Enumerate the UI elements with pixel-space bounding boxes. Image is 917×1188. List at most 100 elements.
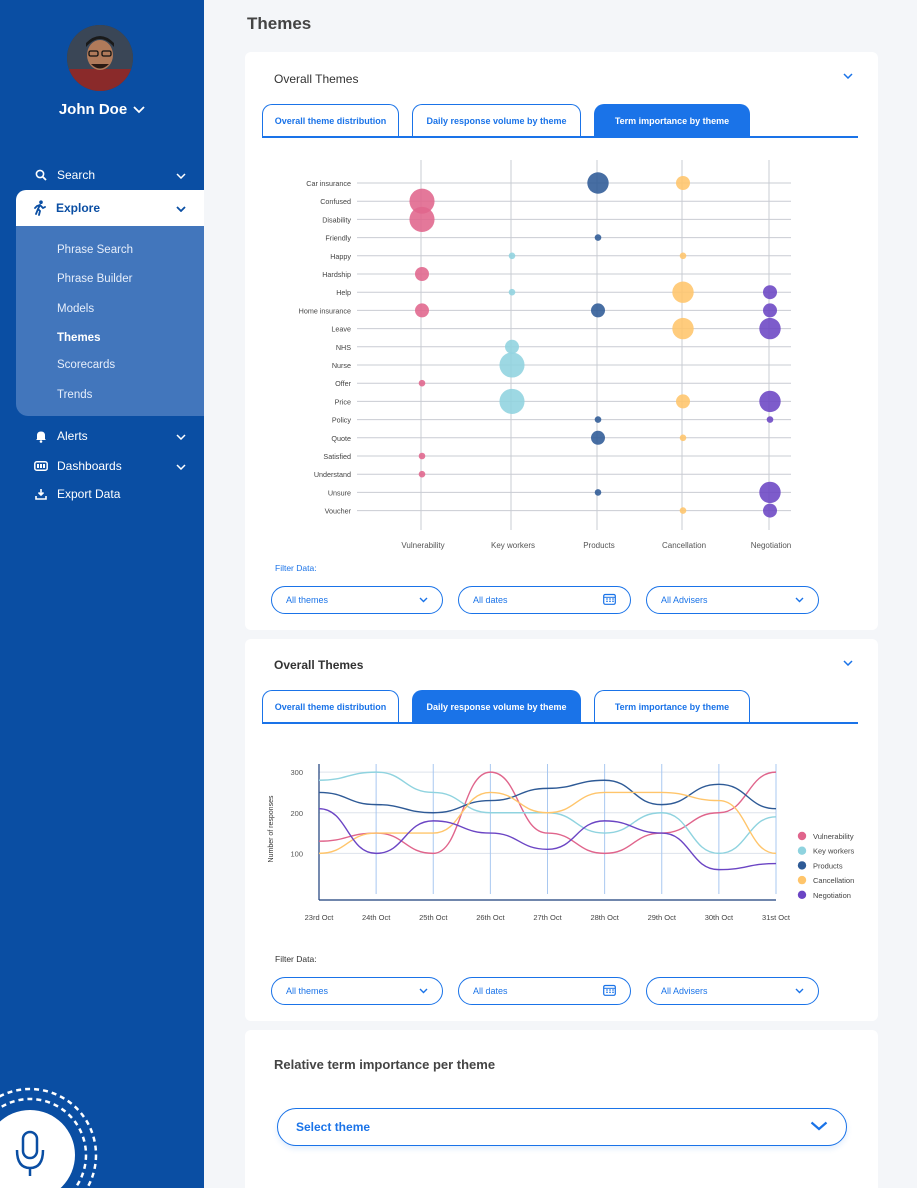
theme-label-cancellation: Cancellation [662, 541, 706, 550]
nav-item-export-data[interactable]: Export Data [0, 480, 204, 508]
nav-item-search[interactable]: Search [0, 161, 204, 189]
submenu-item-phrase-search[interactable]: Phrase Search [57, 244, 134, 256]
bubble-cancellation-voucher[interactable] [679, 507, 687, 514]
adviser-filter-dropdown[interactable]: All Advisers [646, 977, 819, 1005]
x-tick-label: 27th Oct [533, 913, 562, 922]
x-tick-label: 28th Oct [590, 913, 619, 922]
term-label-hardship: Hardship [322, 270, 351, 279]
submenu-item-phrase-builder[interactable]: Phrase Builder [57, 273, 133, 285]
bubble-vulnerability-offer[interactable] [418, 379, 426, 387]
bubble-vulnerability-hardship[interactable] [415, 267, 429, 281]
bubble-cancellation-help[interactable] [672, 281, 694, 303]
nav-item-explore[interactable]: Explore [16, 190, 204, 226]
user-menu[interactable]: John Doe [0, 101, 204, 118]
bubble-vulnerability-understand[interactable] [418, 470, 426, 478]
bubble-cancellation-quote[interactable] [679, 434, 687, 442]
bubble-chart: Vulnerability Key workers Products Cancella… [299, 160, 791, 550]
x-tick-label: 25th Oct [419, 913, 448, 922]
term-label-nhs: NHS [336, 343, 351, 352]
bubble-negotiation-voucher[interactable] [763, 503, 777, 518]
bubble-cancellation-leave[interactable] [672, 317, 694, 340]
term-label-help: Help [336, 288, 351, 297]
legend-swatch-negotiation [797, 890, 807, 899]
chevron-down-icon [419, 986, 428, 996]
bubble-products-friendly[interactable] [594, 234, 602, 241]
page-title: Themes [247, 14, 312, 33]
theme-label-products: Products [583, 541, 615, 550]
bubble-negotiation-leave[interactable] [759, 317, 781, 340]
legend-label-key-workers: Key workers [813, 847, 855, 856]
series-line-products[interactable] [318, 779, 777, 814]
card-title: Overall Themes [274, 658, 364, 672]
bubble-key-workers-help[interactable] [508, 288, 516, 296]
submenu-item-models[interactable]: Models [57, 303, 95, 315]
bubble-vulnerability-home-insurance[interactable] [415, 303, 429, 318]
series-line-vulnerability[interactable] [318, 771, 777, 855]
tab-daily-response-volume[interactable]: Daily response volume by theme [412, 690, 581, 722]
chevron-down-icon [810, 1120, 828, 1134]
tab-overall-theme-distribution[interactable]: Overall theme distribution [262, 690, 399, 722]
microphone-icon [0, 1087, 98, 1188]
tab-overall-theme-distribution[interactable]: Overall theme distribution [262, 104, 399, 136]
date-filter-input[interactable]: All dates [458, 586, 631, 614]
date-filter-input[interactable]: All dates [458, 977, 631, 1005]
bubble-negotiation-help[interactable] [763, 285, 777, 300]
bubble-cancellation-price[interactable] [676, 394, 690, 409]
y-tick-label: 100 [290, 849, 303, 858]
bubble-products-home-insurance[interactable] [591, 303, 605, 318]
theme-filter-dropdown[interactable]: All themes [271, 977, 443, 1005]
collapse-chevron-icon[interactable] [843, 70, 853, 82]
bubble-key-workers-nhs[interactable] [505, 339, 519, 354]
nav-item-alerts[interactable]: Alerts [0, 422, 204, 450]
tab-term-importance[interactable]: Term importance by theme [594, 104, 750, 136]
bubble-negotiation-policy[interactable] [766, 416, 774, 423]
y-axis-label: Number of responses [268, 795, 275, 862]
series-line-cancellation[interactable] [318, 791, 777, 855]
nav-item-label: Alerts [57, 429, 88, 443]
bubble-negotiation-price[interactable] [759, 390, 781, 413]
term-label-voucher: Voucher [325, 507, 352, 516]
bubble-negotiation-home-insurance[interactable] [763, 303, 777, 318]
filter-label: Filter Data: [275, 563, 317, 573]
submenu-item-scorecards[interactable]: Scorecards [57, 359, 116, 371]
bubble-key-workers-nurse[interactable] [499, 352, 525, 378]
adviser-filter-value: All Advisers [661, 986, 708, 996]
theme-filter-dropdown[interactable]: All themes [271, 586, 443, 614]
voice-record-button[interactable] [0, 1070, 115, 1188]
bubble-cancellation-car-insurance[interactable] [676, 176, 690, 190]
bubble-negotiation-unsure[interactable] [759, 481, 781, 504]
submenu-item-themes[interactable]: Themes [57, 332, 101, 344]
avatar[interactable] [67, 25, 133, 91]
series-line-negotiation[interactable] [318, 807, 777, 871]
x-tick-label: 23rd Oct [305, 913, 335, 922]
term-label-satisfied: Satisfied [323, 452, 351, 461]
line-chart: 100 200 300 23rd Oct 24th Oct 25th Oct 26th Oc… [268, 764, 855, 922]
bubble-vulnerability-satisfied[interactable] [418, 452, 426, 460]
theme-filter-value: All themes [286, 595, 329, 605]
legend-label-products: Products [813, 861, 843, 870]
bubble-key-workers-happy[interactable] [508, 252, 516, 260]
select-theme-dropdown[interactable]: Select theme [277, 1108, 847, 1146]
collapse-chevron-icon[interactable] [843, 657, 853, 669]
y-tick-label: 200 [290, 809, 303, 818]
bubble-vulnerability-disability[interactable] [409, 206, 435, 232]
bubble-key-workers-price[interactable] [499, 388, 525, 414]
bubble-products-car-insurance[interactable] [587, 172, 609, 194]
tab-term-importance[interactable]: Term importance by theme [594, 690, 750, 722]
adviser-filter-dropdown[interactable]: All Advisers [646, 586, 819, 614]
bubble-products-quote[interactable] [591, 430, 605, 445]
explore-submenu: Phrase Search Phrase Builder Models Them… [16, 226, 204, 416]
card-title: Overall Themes [274, 72, 359, 86]
chevron-down-icon [419, 595, 428, 605]
term-label-quote: Quote [331, 434, 351, 443]
theme-label-negotiation: Negotiation [751, 541, 791, 550]
tab-daily-response-volume[interactable]: Daily response volume by theme [412, 104, 581, 136]
bubble-cancellation-happy[interactable] [679, 252, 687, 260]
bubble-products-unsure[interactable] [594, 489, 602, 496]
nav-item-dashboards[interactable]: Dashboards [0, 452, 204, 480]
x-tick-label: 31st Oct [762, 913, 791, 922]
bubble-products-policy[interactable] [594, 416, 602, 423]
bubble-vulnerability-confused[interactable] [409, 188, 435, 214]
term-label-home-insurance: Home insurance [299, 306, 351, 315]
submenu-item-trends[interactable]: Trends [57, 389, 93, 401]
